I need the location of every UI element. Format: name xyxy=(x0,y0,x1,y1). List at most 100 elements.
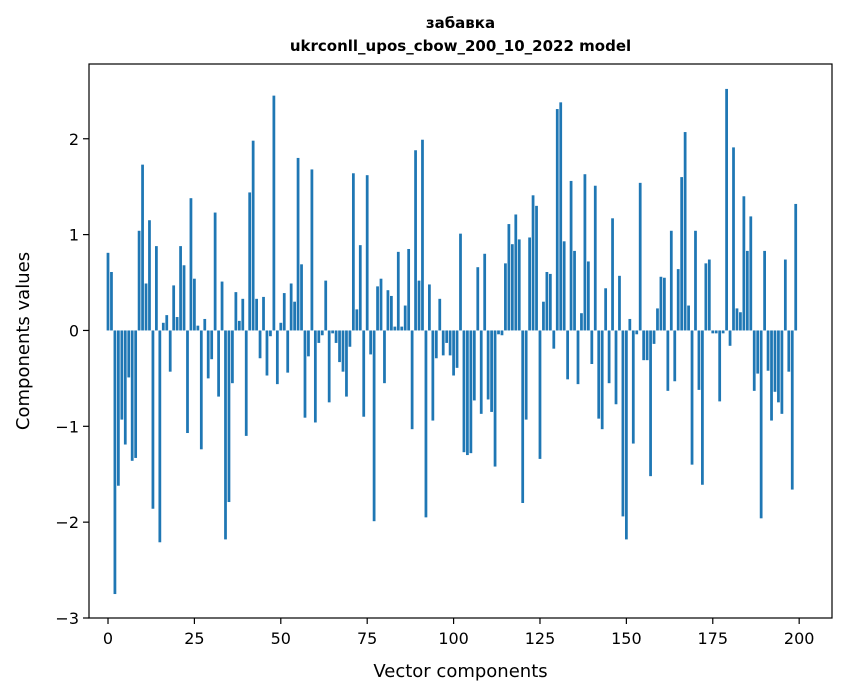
bar-120 xyxy=(521,330,525,503)
bar-80 xyxy=(383,330,386,384)
bar-165 xyxy=(676,269,680,331)
bar-99 xyxy=(448,330,452,356)
bar-19 xyxy=(172,285,176,331)
bar-36 xyxy=(231,330,234,384)
bar-40 xyxy=(244,330,248,436)
bar-82 xyxy=(390,295,393,331)
bar-29 xyxy=(206,330,210,379)
bar-149 xyxy=(621,330,625,517)
y-tick-label: −1 xyxy=(55,417,79,436)
bar-173 xyxy=(704,263,708,331)
bar-136 xyxy=(576,330,580,385)
bar-111 xyxy=(490,330,493,412)
y-axis: −3 −2 −1 0 1 2 xyxy=(55,130,89,628)
bar-39 xyxy=(241,298,245,331)
bar-152 xyxy=(631,330,635,444)
bars-group xyxy=(106,88,798,595)
bar-47 xyxy=(269,330,272,337)
x-tick-label: 200 xyxy=(784,629,815,648)
bar-50 xyxy=(279,322,283,331)
bar-81 xyxy=(386,290,390,331)
bar-166 xyxy=(680,177,684,331)
bar-196 xyxy=(783,259,787,331)
bar-182 xyxy=(735,308,739,331)
bar-128 xyxy=(548,273,552,331)
x-tick-label: 125 xyxy=(525,629,556,648)
x-tick-label: 50 xyxy=(271,629,291,648)
bar-35 xyxy=(227,330,231,503)
bar-17 xyxy=(165,315,169,331)
bar-27 xyxy=(199,330,203,450)
bar-66 xyxy=(334,330,338,343)
bar-95 xyxy=(434,330,438,359)
bar-98 xyxy=(445,330,449,343)
bar-21 xyxy=(179,246,182,331)
bar-175 xyxy=(711,330,715,334)
bar-28 xyxy=(203,318,207,331)
bar-53 xyxy=(289,283,293,331)
bar-188 xyxy=(756,330,760,374)
bar-92 xyxy=(424,330,428,518)
bar-54 xyxy=(293,301,296,331)
bar-18 xyxy=(168,330,172,372)
bar-45 xyxy=(262,296,265,331)
bar-168 xyxy=(687,305,690,331)
bar-170 xyxy=(694,230,697,331)
bar-171 xyxy=(697,330,701,390)
bar-106 xyxy=(472,330,476,401)
bar-101 xyxy=(455,330,459,368)
bar-167 xyxy=(683,132,687,331)
bar-4 xyxy=(120,330,124,420)
bar-77 xyxy=(372,330,376,522)
bar-169 xyxy=(690,330,694,465)
bar-125 xyxy=(538,330,542,459)
bar-24 xyxy=(189,198,193,331)
bar-187 xyxy=(752,330,756,391)
bar-174 xyxy=(707,259,711,331)
bar-184 xyxy=(742,196,746,331)
bar-192 xyxy=(770,330,773,421)
bar-38 xyxy=(237,320,241,331)
bar-43 xyxy=(255,298,258,331)
bar-159 xyxy=(656,308,659,331)
bar-124 xyxy=(535,205,538,331)
bar-103 xyxy=(462,330,466,453)
bar-144 xyxy=(604,288,608,331)
bar-9 xyxy=(137,230,141,331)
bar-33 xyxy=(220,281,224,331)
bar-129 xyxy=(552,330,556,349)
bar-11 xyxy=(144,283,148,331)
bar-20 xyxy=(175,317,179,331)
bar-138 xyxy=(583,174,587,331)
bar-59 xyxy=(310,169,314,331)
bar-135 xyxy=(573,250,576,331)
bar-107 xyxy=(476,267,480,331)
bar-189 xyxy=(759,330,763,519)
bar-91 xyxy=(421,139,424,331)
bar-85 xyxy=(400,326,404,331)
bar-199 xyxy=(794,203,798,331)
bar-137 xyxy=(580,313,583,331)
bar-12 xyxy=(148,220,151,331)
bar-31 xyxy=(213,212,217,331)
bar-72 xyxy=(355,309,359,331)
bar-131 xyxy=(559,102,563,331)
bar-130 xyxy=(555,109,559,331)
bar-51 xyxy=(282,293,286,331)
bar-139 xyxy=(586,261,590,331)
x-tick-label: 100 xyxy=(438,629,469,648)
bar-110 xyxy=(486,330,490,400)
bar-156 xyxy=(645,330,649,361)
x-axis-label: Vector components xyxy=(373,661,547,682)
x-tick-label: 0 xyxy=(103,629,113,648)
y-tick-label: −3 xyxy=(55,609,79,628)
bar-190 xyxy=(763,250,766,331)
bar-41 xyxy=(248,192,252,331)
bar-132 xyxy=(562,241,566,331)
x-axis: 0 25 50 75 100 125 150 175 200 xyxy=(103,618,815,648)
bar-14 xyxy=(155,246,158,331)
bar-61 xyxy=(317,330,321,343)
bar-73 xyxy=(358,245,362,331)
bar-25 xyxy=(193,278,196,331)
chart-subtitle: ukrconll_upos_cbow_200_10_2022 model xyxy=(290,37,631,55)
